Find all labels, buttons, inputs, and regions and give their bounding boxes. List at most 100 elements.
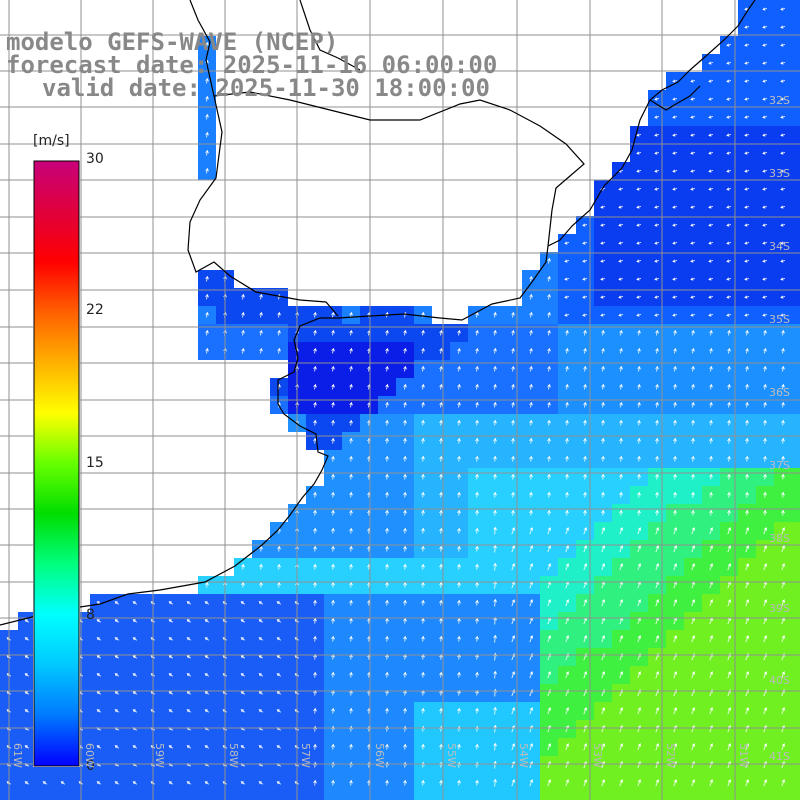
- wind-arrow-head: [349, 311, 353, 316]
- wind-arrow: [781, 563, 785, 571]
- wind-arrow-head: [673, 527, 678, 531]
- wind-arrow: [512, 510, 514, 516]
- wind-arrow: [602, 384, 604, 390]
- wind-arrow-head: [691, 545, 696, 549]
- wind-arrow: [764, 384, 766, 390]
- wind-arrow: [728, 510, 730, 516]
- wind-arrow-head: [493, 383, 497, 388]
- wind-arrow: [422, 636, 424, 642]
- wind-arrow-head: [276, 637, 280, 641]
- wind-arrow-head: [529, 473, 533, 478]
- wind-arrow-head: [168, 781, 172, 785]
- wind-arrow-head: [186, 781, 190, 785]
- wind-arrow-head: [745, 599, 750, 603]
- wind-arrow: [404, 582, 406, 588]
- wind-arrow-head: [636, 295, 640, 299]
- wind-arrow-head: [709, 347, 713, 352]
- wind-arrow: [565, 707, 569, 715]
- lat-label: 37S: [769, 459, 790, 472]
- wind-arrow: [422, 366, 424, 372]
- wind-arrow: [404, 312, 406, 318]
- wind-arrow-head: [421, 671, 425, 676]
- wind-arrow: [530, 384, 532, 390]
- wind-arrow-head: [421, 527, 425, 532]
- wind-arrow: [494, 510, 496, 516]
- wind-arrow-head: [654, 151, 658, 155]
- wind-arrow-head: [708, 277, 712, 281]
- wind-cell: [414, 792, 432, 800]
- wind-arrow: [314, 582, 316, 588]
- wind-arrow-head: [168, 709, 172, 713]
- wind-arrow: [206, 96, 208, 102]
- wind-arrow-head: [601, 329, 605, 334]
- wind-arrow-head: [727, 599, 732, 603]
- wind-arrow: [206, 276, 208, 282]
- wind-arrow-head: [583, 707, 588, 711]
- wind-arrow: [260, 348, 262, 354]
- lat-label: 38S: [769, 532, 790, 545]
- wind-arrow: [386, 780, 388, 786]
- wind-arrow-head: [583, 419, 587, 424]
- wind-cell: [792, 144, 800, 162]
- wind-arrow: [529, 599, 533, 607]
- wind-cell: [792, 108, 800, 126]
- wind-arrow: [746, 474, 748, 480]
- wind-arrow-head: [672, 187, 676, 191]
- wind-arrow-head: [690, 313, 694, 317]
- wind-arrow-head: [511, 365, 515, 370]
- wind-arrow: [691, 635, 695, 643]
- wind-arrow-head: [745, 419, 749, 424]
- wind-arrow-head: [313, 329, 317, 334]
- wind-arrow: [548, 366, 550, 372]
- wind-arrow-head: [780, 295, 784, 299]
- wind-arrow: [691, 617, 695, 625]
- wind-cell: [792, 576, 800, 594]
- wind-arrow-head: [421, 491, 425, 496]
- wind-arrow: [458, 438, 460, 444]
- wind-arrow: [494, 492, 496, 498]
- wind-arrow-head: [726, 169, 730, 173]
- wind-arrow: [440, 402, 442, 408]
- wind-arrow: [350, 438, 352, 444]
- wind-arrow: [619, 671, 623, 679]
- wind-arrow-head: [744, 259, 748, 263]
- wind-cell: [792, 450, 800, 468]
- wind-arrow-head: [637, 383, 641, 388]
- wind-arrow-head: [780, 25, 784, 29]
- wind-arrow-head: [619, 419, 623, 424]
- wind-arrow: [332, 474, 334, 480]
- wind-arrow: [692, 402, 694, 408]
- wind-arrow-head: [313, 707, 317, 712]
- wind-arrow-head: [655, 347, 659, 352]
- wind-arrow: [601, 617, 605, 625]
- wind-arrow-head: [349, 509, 353, 514]
- wind-arrow: [763, 617, 767, 625]
- wind-arrow: [566, 492, 568, 498]
- wind-arrow: [763, 635, 767, 643]
- wind-cell: [180, 792, 198, 800]
- wind-arrow: [655, 545, 659, 553]
- wind-arrow: [260, 546, 262, 552]
- wind-arrow: [583, 545, 587, 553]
- wind-arrow-head: [601, 635, 606, 639]
- wind-arrow-head: [60, 781, 64, 785]
- wind-arrow-head: [511, 347, 515, 352]
- wind-arrow: [782, 492, 784, 498]
- wind-arrow-head: [637, 599, 642, 603]
- wind-arrow: [440, 528, 442, 534]
- wind-arrow-head: [241, 293, 245, 298]
- wind-arrow-head: [691, 707, 696, 711]
- wind-arrow: [548, 492, 550, 498]
- wind-arrow-head: [511, 599, 516, 603]
- wind-arrow-head: [547, 275, 551, 280]
- wind-arrow-head: [600, 205, 604, 209]
- wind-arrow-head: [654, 259, 658, 263]
- wind-arrow: [656, 420, 658, 426]
- wind-arrow-head: [583, 509, 587, 514]
- wind-arrow-head: [276, 673, 280, 677]
- coastline-path: [213, 91, 585, 247]
- wind-arrow: [368, 384, 370, 390]
- wind-arrow-head: [583, 329, 587, 334]
- wind-arrow: [386, 528, 388, 534]
- wind-arrow-head: [493, 509, 497, 514]
